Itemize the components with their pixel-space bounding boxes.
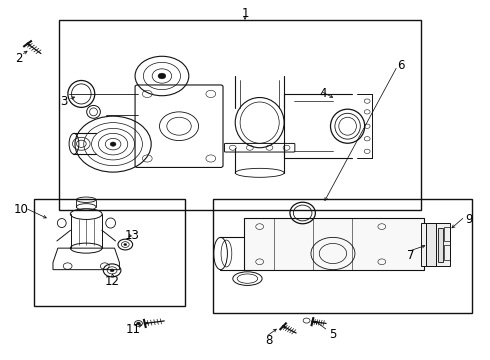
Text: 9: 9 (465, 213, 472, 226)
Bar (444, 245, 450, 260)
Text: 5: 5 (329, 328, 337, 341)
Text: 12: 12 (104, 275, 120, 288)
Bar (244, 218, 424, 270)
Text: 10: 10 (14, 203, 28, 216)
Text: 13: 13 (124, 229, 139, 242)
Bar (444, 226, 450, 241)
Text: 4: 4 (319, 87, 327, 100)
Bar (34, 199, 185, 306)
Circle shape (158, 73, 166, 79)
Bar (213, 199, 472, 314)
Text: 1: 1 (241, 7, 249, 20)
Circle shape (110, 142, 116, 146)
Text: 7: 7 (407, 249, 415, 262)
Text: 6: 6 (397, 59, 405, 72)
Bar (59, 21, 421, 211)
Text: 8: 8 (265, 334, 272, 347)
Text: 11: 11 (126, 323, 141, 336)
Circle shape (110, 269, 114, 272)
Text: 3: 3 (61, 95, 68, 108)
Bar (426, 223, 436, 266)
Text: 2: 2 (16, 51, 23, 64)
Circle shape (137, 322, 141, 325)
Circle shape (124, 243, 127, 246)
Bar (438, 228, 443, 262)
Bar (421, 223, 450, 266)
